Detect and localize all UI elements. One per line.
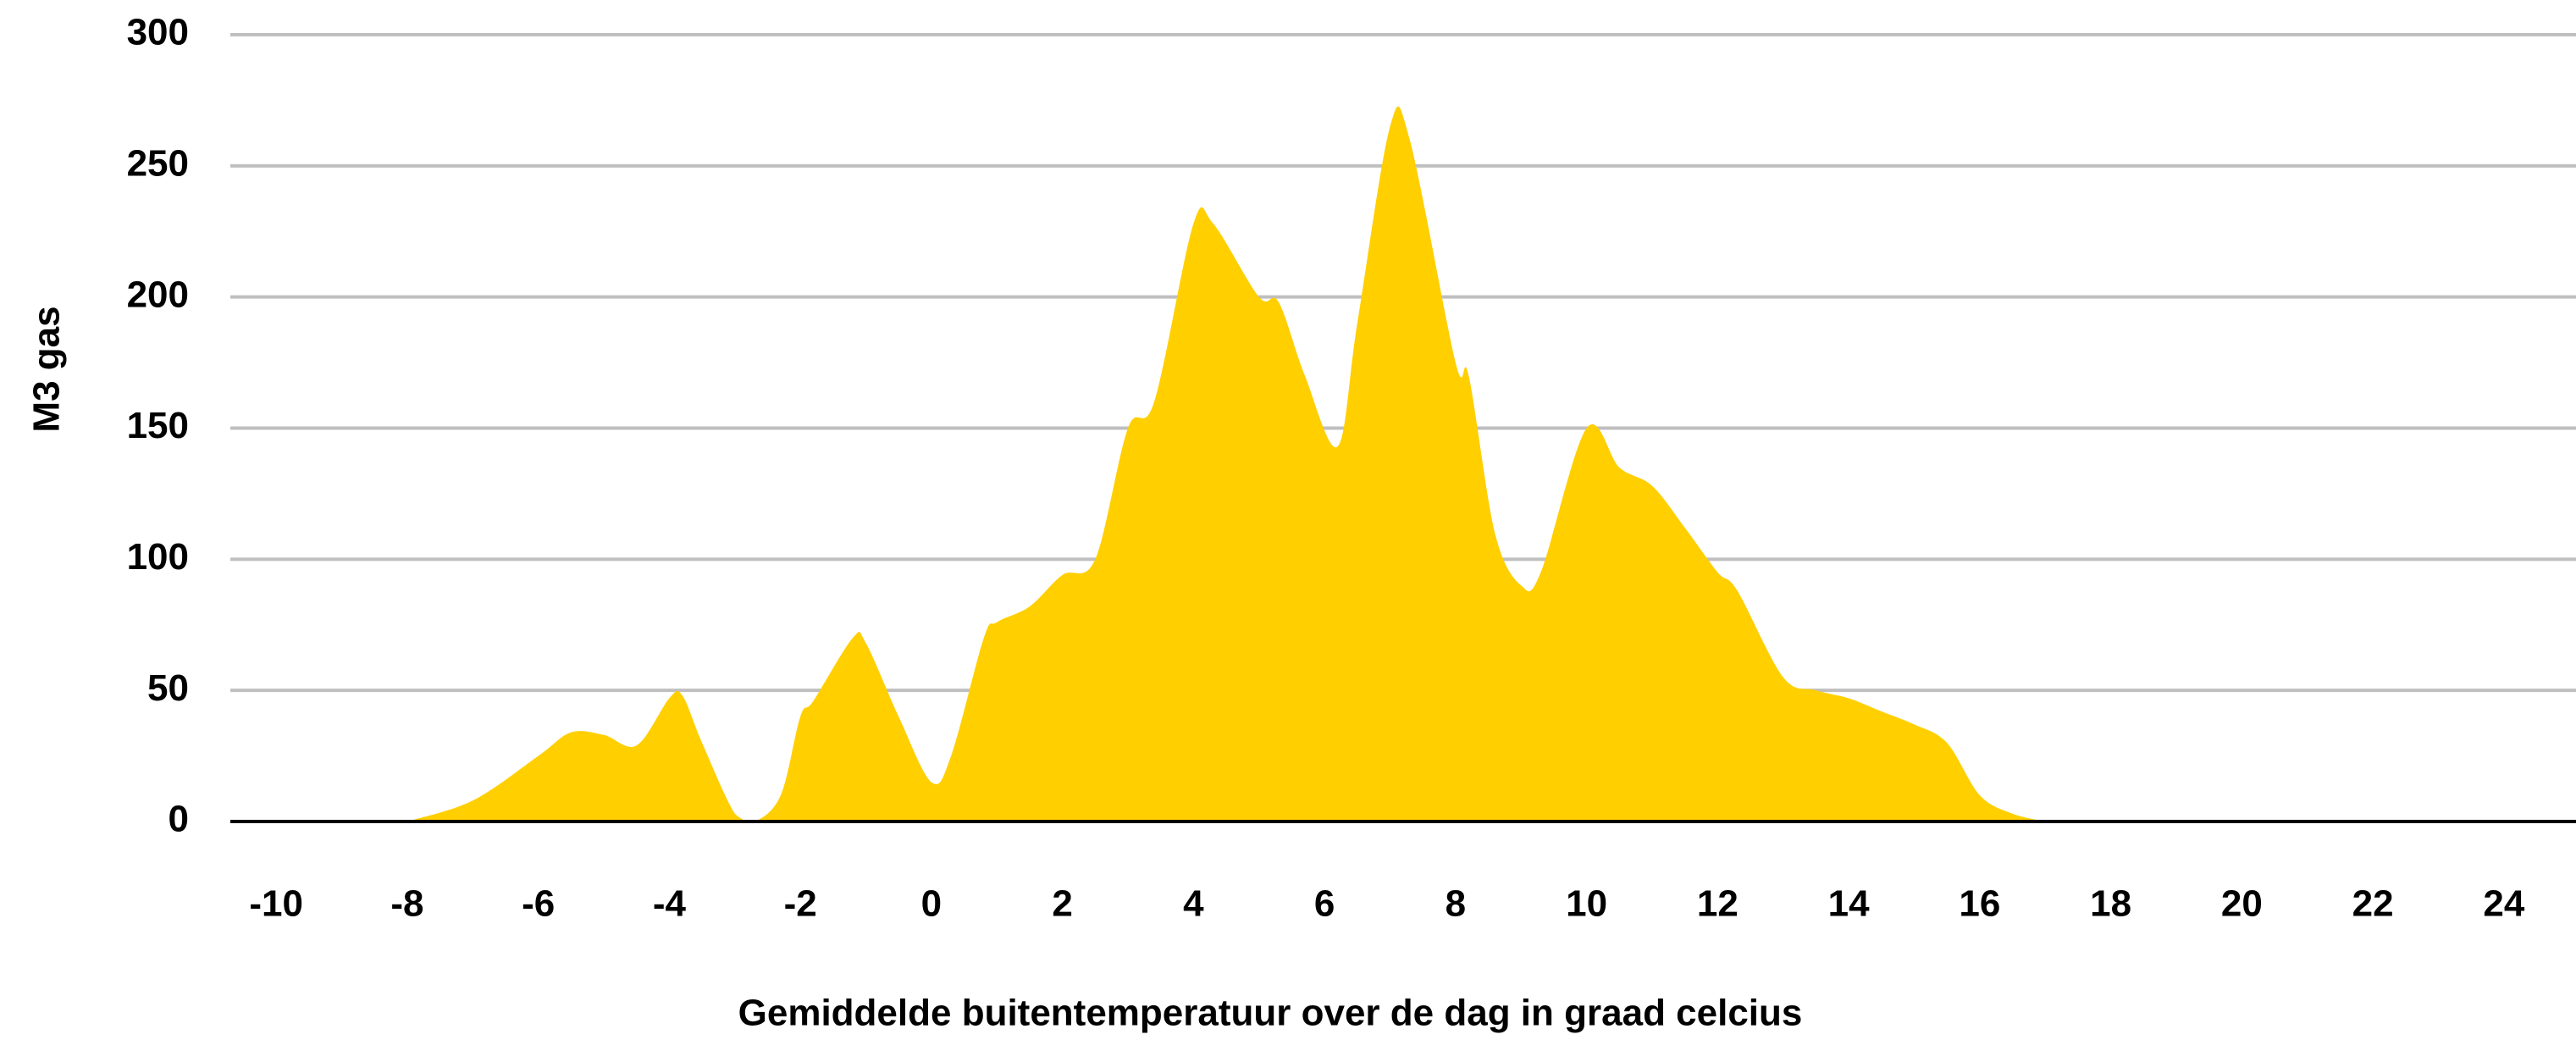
x-tick-label: -2 [784, 883, 817, 925]
x-tick-label: 4 [1183, 883, 1204, 925]
x-tick-label: 14 [1828, 883, 1870, 925]
x-axis-title: Gemiddelde buitentemperatuur over de dag… [738, 993, 1803, 1034]
x-tick-label: -6 [522, 883, 555, 925]
area [406, 106, 2046, 821]
y-tick-label: 200 [127, 274, 189, 315]
x-tick-label: 20 [2221, 883, 2263, 925]
x-tick-label: 8 [1446, 883, 1466, 925]
x-tick-label: 18 [2090, 883, 2131, 925]
y-tick-label: 100 [127, 536, 189, 578]
x-tick-label: 22 [2352, 883, 2394, 925]
x-tick-label: 6 [1314, 883, 1335, 925]
x-tick-label: 2 [1052, 883, 1072, 925]
y-axis-title: M3 gas [26, 306, 68, 432]
x-tick-label: 16 [1959, 883, 2000, 925]
y-tick-label: 50 [147, 667, 189, 709]
x-tick-label: 12 [1697, 883, 1739, 925]
x-tick-label: -4 [653, 883, 687, 925]
y-tick-label: 0 [169, 799, 189, 840]
y-tick-label: 150 [127, 405, 189, 446]
x-tick-label: 10 [1566, 883, 1607, 925]
y-tick-label: 250 [127, 142, 189, 184]
x-tick-label: 0 [921, 883, 942, 925]
y-tick-label: 300 [127, 12, 189, 53]
x-tick-label: -10 [249, 883, 303, 925]
x-tick-label: 24 [2483, 883, 2524, 925]
x-tick-label: -8 [390, 883, 423, 925]
